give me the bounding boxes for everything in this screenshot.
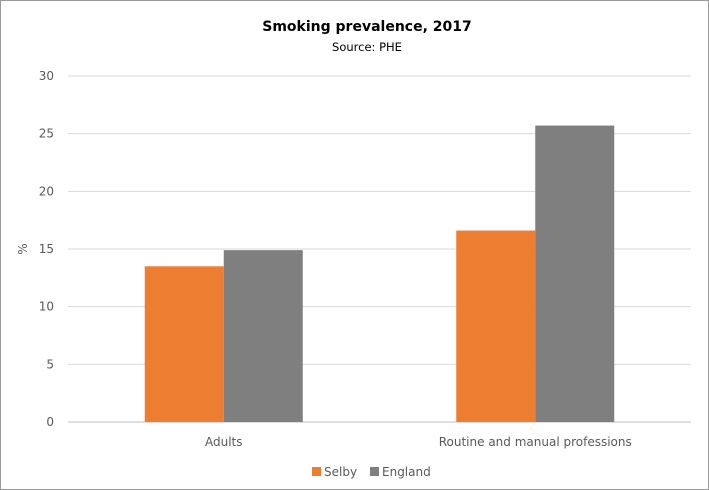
chart-title: Smoking prevalence, 2017	[262, 19, 471, 35]
y-tick-label: 30	[39, 69, 54, 83]
legend: Selby England	[312, 465, 431, 479]
bar-england-0	[223, 250, 303, 422]
y-tick-label: 0	[46, 415, 54, 429]
legend-swatch-selby	[312, 467, 321, 476]
y-tick-label: 5	[46, 357, 54, 371]
y-tick-label: 15	[39, 242, 54, 256]
x-category-label: Routine and manual professions	[439, 435, 632, 449]
x-categories: Adults Routine and manual professions	[205, 435, 632, 449]
legend-label-selby: Selby	[324, 465, 357, 479]
y-tick-label: 10	[39, 300, 54, 314]
y-ticks: 0 5 10 15 20 25 30	[39, 69, 54, 429]
bar-selby-1	[456, 230, 536, 422]
y-tick-label: 20	[39, 184, 54, 198]
bars	[144, 125, 615, 423]
chart-subtitle: Source: PHE	[332, 40, 402, 54]
legend-label-england: England	[382, 465, 431, 479]
bar-selby-0	[144, 266, 224, 422]
bar-england-1	[535, 125, 615, 423]
y-tick-label: 25	[39, 127, 54, 141]
legend-swatch-england	[370, 467, 379, 476]
y-axis-label: %	[16, 243, 30, 254]
x-category-label: Adults	[205, 435, 243, 449]
